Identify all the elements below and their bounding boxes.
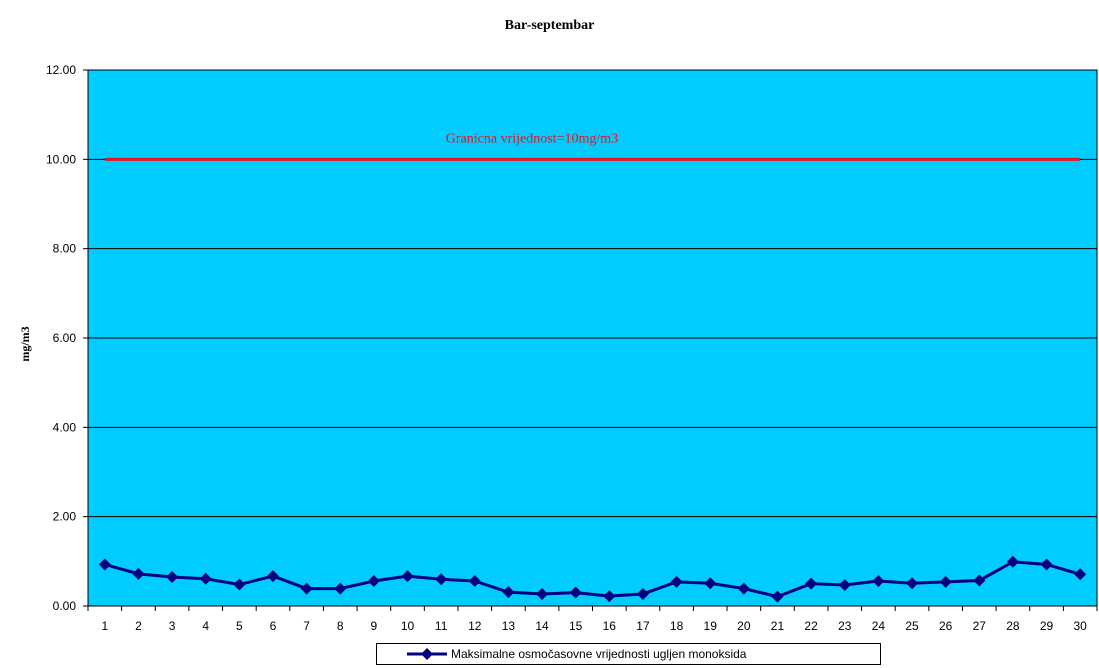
data-point [771,590,784,603]
data-point [266,570,279,583]
legend-marker-icon [407,647,447,661]
x-tick-label: 18 [670,619,684,633]
x-tick-label: 12 [468,619,482,633]
data-point [98,558,111,571]
y-tick-label: 4.00 [53,420,77,434]
x-tick-label: 28 [1006,619,1020,633]
x-tick-label: 3 [169,619,176,633]
data-point [670,575,683,588]
data-point [132,567,145,580]
data-point [166,570,179,583]
legend: Maksimalne osmočasovne vrijednosti uglje… [376,643,881,665]
y-tick-label: 6.00 [53,331,77,345]
legend-label: Maksimalne osmočasovne vrijednosti uglje… [451,647,747,661]
data-point [435,573,448,586]
x-tick-label: 16 [603,619,617,633]
reference-line-label: Granicna vrijednost=10mg/m3 [446,131,618,146]
data-point [872,574,885,587]
x-tick-label: 21 [771,619,785,633]
data-point [973,574,986,587]
x-tick-label: 20 [737,619,751,633]
x-tick-label: 25 [905,619,919,633]
y-tick-label: 8.00 [53,242,77,256]
data-point [603,590,616,603]
x-tick-label: 15 [569,619,583,633]
x-tick-label: 17 [636,619,650,633]
data-point [233,578,246,591]
x-tick-label: 27 [973,619,987,633]
x-tick-label: 5 [236,619,243,633]
data-point [939,575,952,588]
x-tick-label: 29 [1040,619,1054,633]
chart-title: Bar-septembar [504,18,595,33]
y-tick-label: 0.00 [53,599,77,613]
x-tick-label: 13 [502,619,516,633]
data-point [838,579,851,592]
x-tick-label: 24 [872,619,886,633]
data-point [737,582,750,595]
data-point [367,574,380,587]
x-tick-label: 8 [337,619,344,633]
data-point [906,577,919,590]
x-tick-label: 19 [704,619,718,633]
x-tick-label: 9 [371,619,378,633]
data-point [1006,555,1019,568]
x-tick-label: 30 [1074,619,1088,633]
x-tick-label: 7 [303,619,310,633]
data-point [569,586,582,599]
x-tick-label: 10 [401,619,415,633]
data-point [1040,558,1053,571]
x-tick-label: 26 [939,619,953,633]
x-tick-label: 1 [101,619,108,633]
data-point [536,587,549,600]
x-tick-label: 4 [202,619,209,633]
data-point [502,586,515,599]
data-point [636,587,649,600]
x-tick-label: 2 [135,619,142,633]
data-point [300,582,313,595]
x-tick-label: 23 [838,619,852,633]
data-point [401,570,414,583]
data-point [199,572,212,585]
x-tick-label: 11 [435,619,448,633]
y-tick-label: 12.00 [46,63,76,77]
data-point [334,582,347,595]
data-point [704,577,717,590]
data-point [805,577,818,590]
y-tick-label: 10.00 [46,152,76,166]
data-point [1074,568,1087,581]
x-tick-label: 22 [804,619,818,633]
y-tick-label: 2.00 [53,510,77,524]
data-point [468,574,481,587]
x-tick-label: 6 [270,619,277,633]
x-tick-label: 14 [535,619,549,633]
